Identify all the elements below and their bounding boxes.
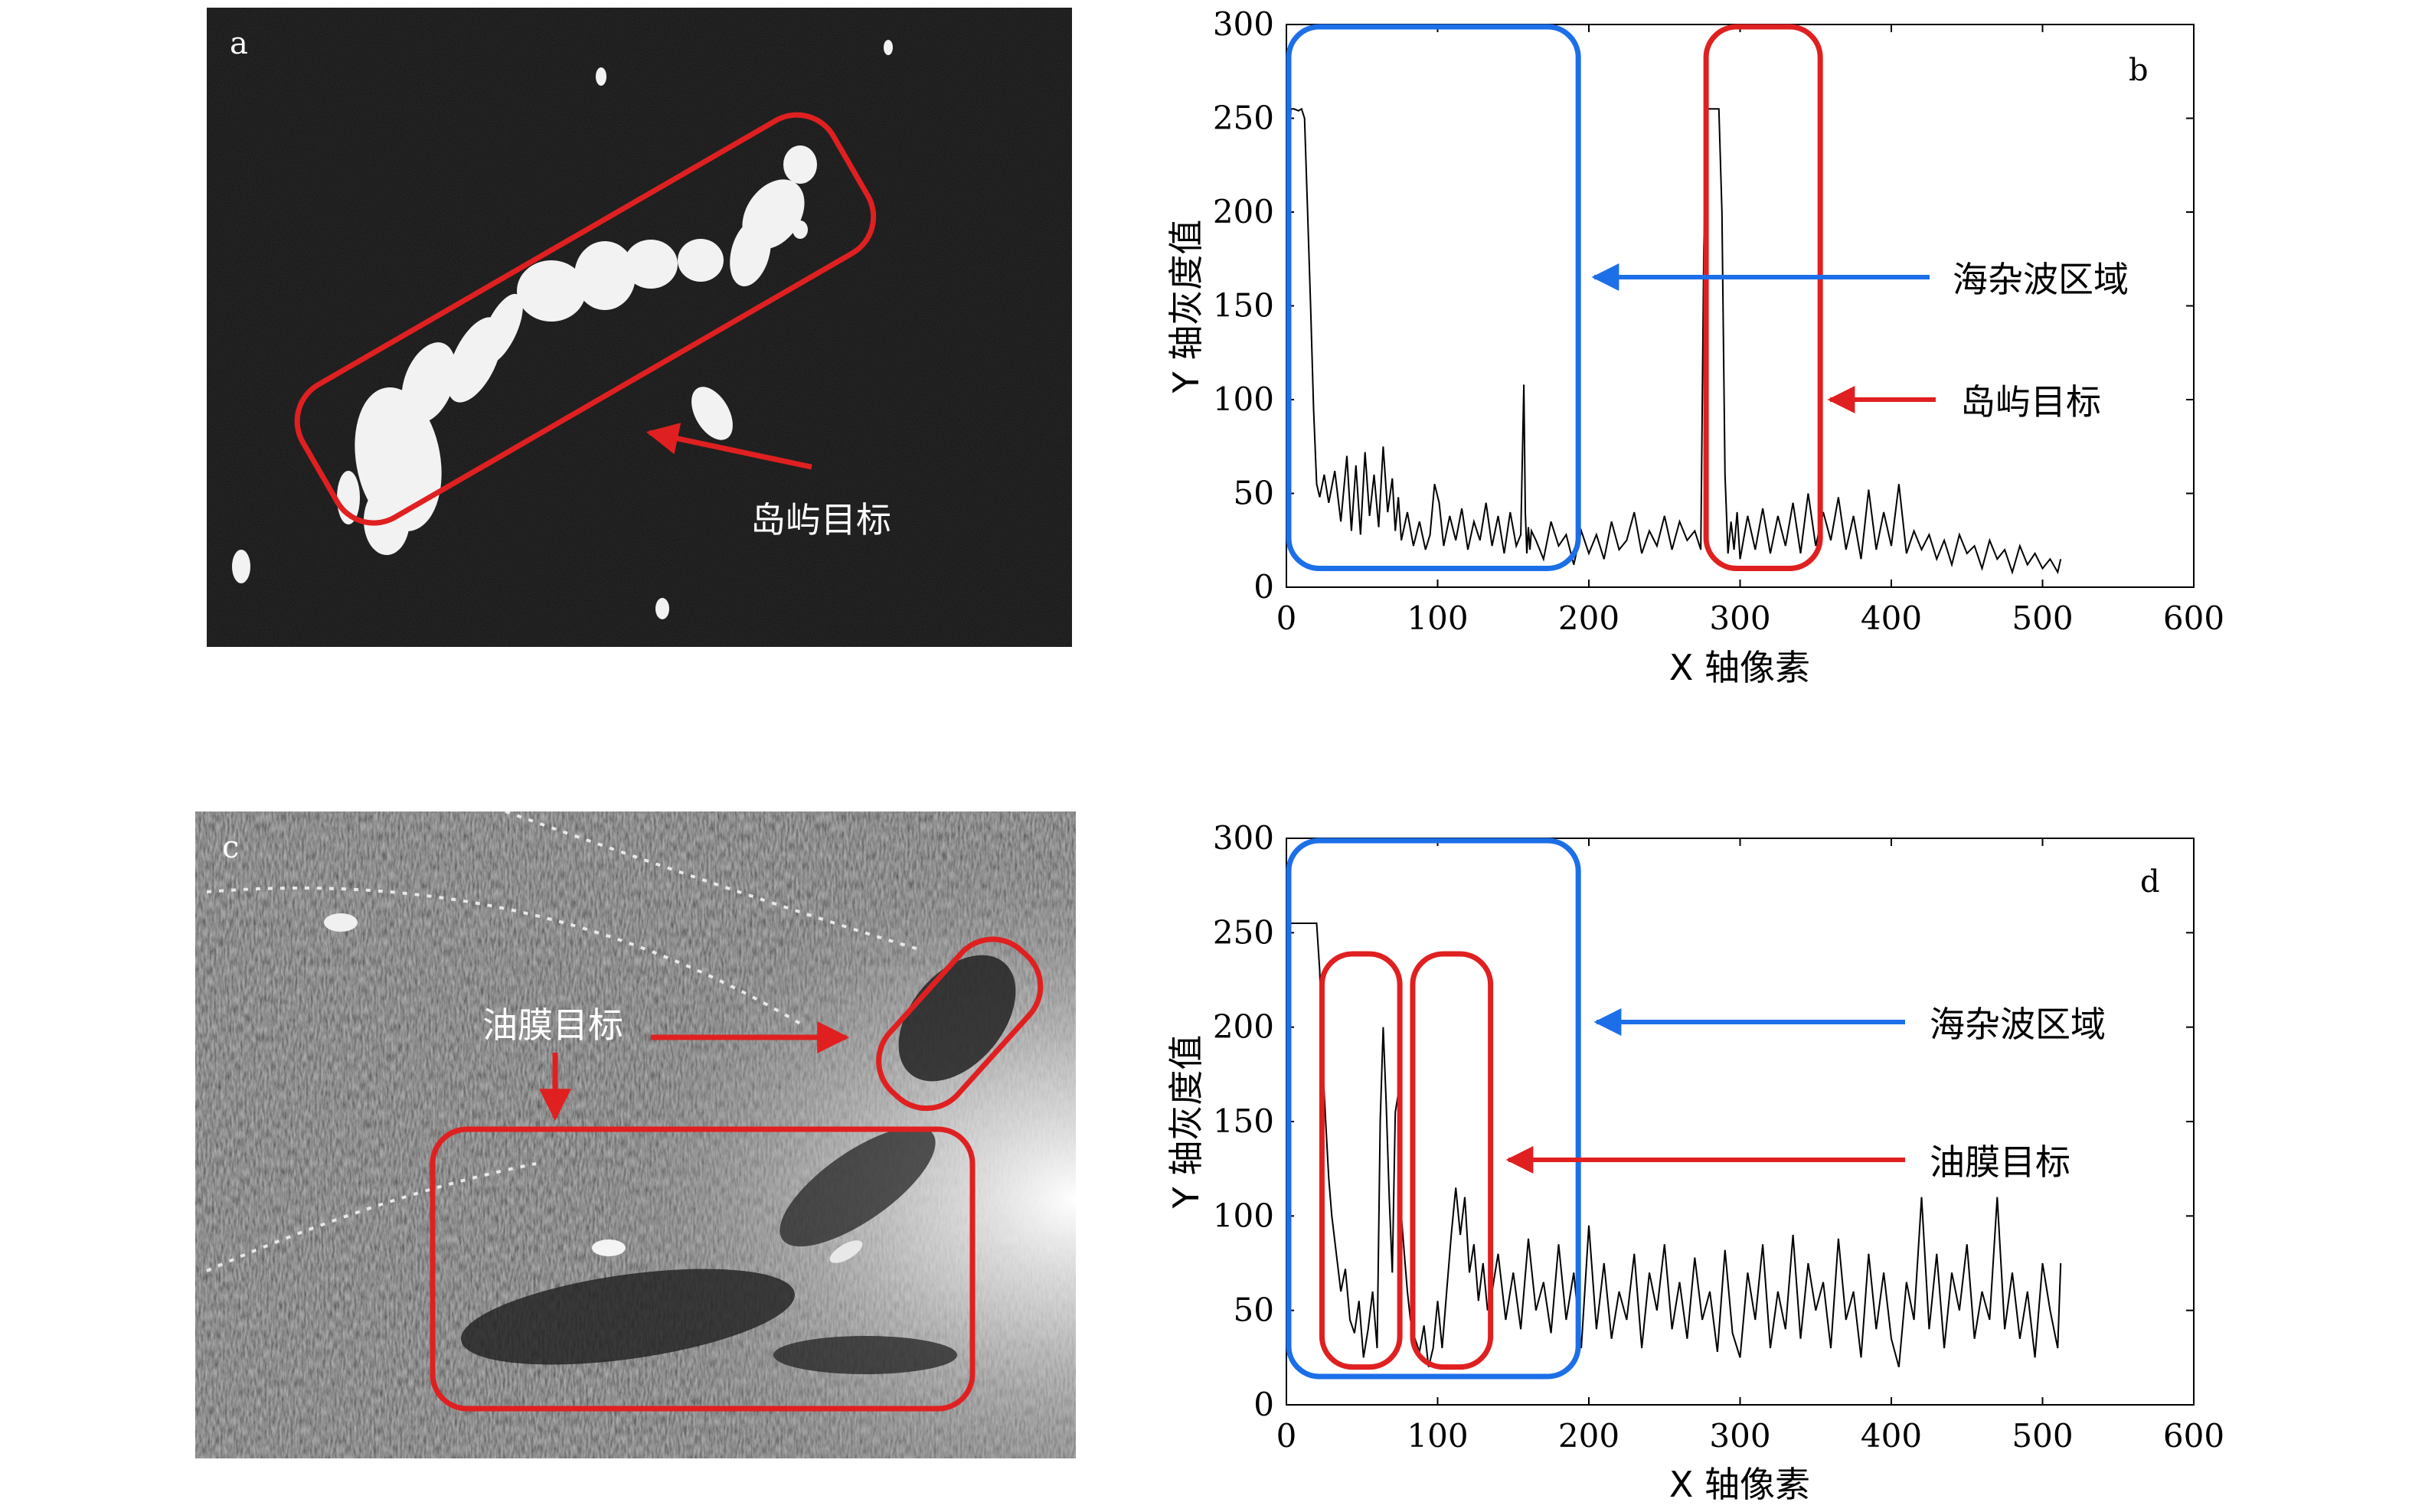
oil-highlight-box-large bbox=[430, 1126, 976, 1412]
x-tick-label: 200 bbox=[1558, 1417, 1619, 1455]
island-annotation: 岛屿目标 bbox=[750, 499, 891, 540]
y-tick-label: 100 bbox=[1213, 1197, 1274, 1234]
chart-b-x-axis-label: X 轴像素 bbox=[1669, 647, 1810, 688]
y-tick-label: 0 bbox=[1253, 568, 1274, 606]
x-tick-label: 400 bbox=[1861, 599, 1922, 637]
y-tick-label: 300 bbox=[1213, 5, 1274, 43]
island-arrow bbox=[645, 423, 812, 470]
chart-b-y-axis-label: Y 轴灰度值 bbox=[1165, 220, 1207, 394]
x-tick-label: 100 bbox=[1407, 1417, 1468, 1455]
chart-d-y-axis-label: Y 轴灰度值 bbox=[1165, 1035, 1207, 1210]
region-box-blue bbox=[1286, 24, 1581, 571]
x-tick-label: 0 bbox=[1276, 1417, 1297, 1455]
region-box-red bbox=[1703, 24, 1823, 571]
panel-c-label: c bbox=[222, 830, 239, 865]
x-tick-label: 400 bbox=[1861, 1417, 1922, 1455]
x-tick-label: 500 bbox=[2012, 599, 2073, 637]
bright-spot-1 bbox=[324, 913, 358, 932]
chart-b-frame bbox=[1286, 24, 2195, 588]
panel-d-label: d bbox=[2140, 864, 2160, 900]
range-ring-2 bbox=[505, 812, 920, 951]
y-tick-label: 300 bbox=[1213, 819, 1274, 857]
region-box-red bbox=[1410, 951, 1494, 1370]
y-tick-label: 100 bbox=[1213, 380, 1274, 418]
island-blobs bbox=[232, 40, 893, 619]
y-tick-label: 50 bbox=[1234, 1292, 1274, 1329]
oil-highlight-box-small bbox=[876, 936, 1044, 1112]
y-tick-label: 150 bbox=[1213, 1102, 1274, 1140]
chart-b-ticks: 0 100 200 300 400 500 600 0 50 100 150 200 250 300 bbox=[1213, 5, 2224, 637]
region-box-blue bbox=[1286, 838, 1581, 1380]
chart-d-x-axis-label: X 轴像素 bbox=[1669, 1464, 1810, 1505]
chart-d-frame bbox=[1286, 838, 2195, 1406]
x-tick-label: 0 bbox=[1276, 599, 1297, 637]
y-tick-label: 250 bbox=[1213, 100, 1274, 137]
y-tick-label: 250 bbox=[1213, 913, 1274, 951]
oil-annotation: 油膜目标 bbox=[482, 1004, 623, 1046]
y-tick-label: 200 bbox=[1213, 193, 1274, 230]
annotation-label: 海杂波区域 bbox=[1930, 1004, 2106, 1045]
chart-b-regions bbox=[1286, 24, 1823, 571]
range-ring-3 bbox=[206, 1162, 537, 1272]
sonar-image-c: c 油膜目标 bbox=[195, 812, 1076, 1458]
y-tick-label: 0 bbox=[1253, 1386, 1274, 1423]
x-tick-label: 200 bbox=[1558, 599, 1619, 637]
chart-b-series-line bbox=[1286, 107, 2062, 575]
annotation-label: 岛屿目标 bbox=[1960, 381, 2101, 423]
annotation-label: 油膜目标 bbox=[1930, 1141, 2070, 1183]
y-tick-label: 50 bbox=[1234, 475, 1274, 512]
oil-patch-3 bbox=[779, 1126, 936, 1247]
x-tick-label: 600 bbox=[2163, 1417, 2224, 1455]
x-tick-label: 600 bbox=[2163, 599, 2224, 637]
y-tick-label: 150 bbox=[1213, 287, 1274, 325]
bright-spot-2 bbox=[592, 1239, 626, 1256]
island-highlight-box bbox=[294, 112, 877, 526]
annotation-label: 海杂波区域 bbox=[1953, 259, 2129, 300]
x-tick-label: 100 bbox=[1407, 599, 1468, 637]
oil-patch-2 bbox=[461, 1269, 795, 1365]
x-tick-label: 300 bbox=[1709, 1417, 1770, 1455]
bright-spot-3 bbox=[829, 1240, 863, 1263]
y-tick-label: 200 bbox=[1213, 1008, 1274, 1046]
x-tick-label: 500 bbox=[2012, 1417, 2073, 1455]
panel-b-label: b bbox=[2129, 53, 2149, 88]
region-box-red bbox=[1319, 951, 1403, 1370]
oil-patch-4 bbox=[773, 1336, 957, 1374]
x-tick-label: 300 bbox=[1709, 599, 1770, 637]
panel-a-label: a bbox=[230, 26, 248, 61]
chart-d-regions bbox=[1286, 838, 1581, 1380]
chart-d-ticks: 0 100 200 300 400 500 600 0 50 100 150 200 250 300 bbox=[1213, 819, 2224, 1455]
sonar-image-a: a 岛屿目标 bbox=[207, 8, 1072, 647]
chart-d-series-line bbox=[1286, 923, 2062, 1367]
sonar-a-noise bbox=[207, 8, 1072, 647]
